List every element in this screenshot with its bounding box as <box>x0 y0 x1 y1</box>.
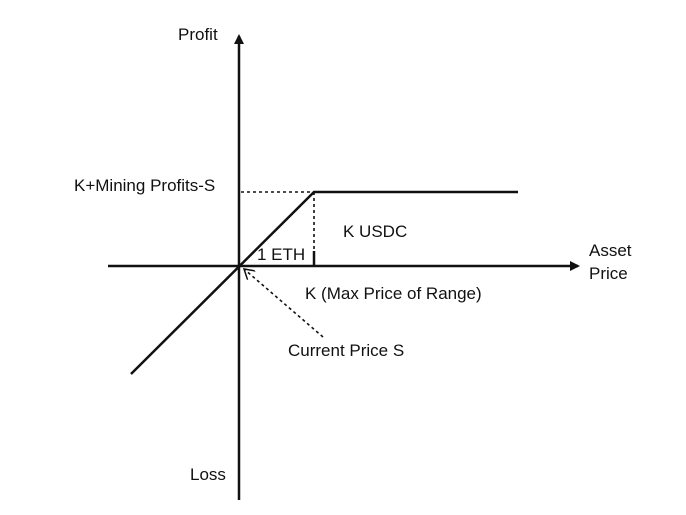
current-price-dotted-arrow <box>244 269 324 338</box>
k-usdc-label: K USDC <box>343 222 407 241</box>
asset-price-label-line2: Price <box>589 264 628 283</box>
current-price-label: Current Price S <box>288 341 404 360</box>
k-max-price-label: K (Max Price of Range) <box>305 284 482 303</box>
loss-axis-label: Loss <box>190 465 226 484</box>
one-eth-label: 1 ETH <box>257 245 305 264</box>
profit-axis-label: Profit <box>178 25 218 44</box>
cap-level-label: K+Mining Profits-S <box>74 176 215 195</box>
asset-price-label-line1: Asset <box>589 241 632 260</box>
